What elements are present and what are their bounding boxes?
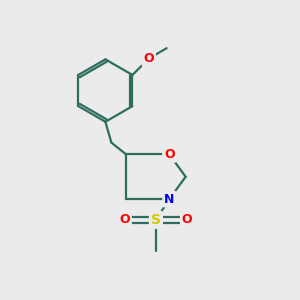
Text: N: N bbox=[164, 193, 175, 206]
Text: O: O bbox=[119, 213, 130, 226]
Text: S: S bbox=[151, 213, 161, 227]
Text: O: O bbox=[164, 148, 175, 161]
Text: O: O bbox=[182, 213, 193, 226]
Text: O: O bbox=[143, 52, 154, 65]
